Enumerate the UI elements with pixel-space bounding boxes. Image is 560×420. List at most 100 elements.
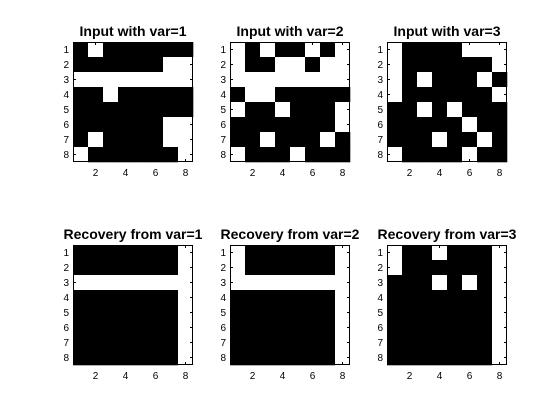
heatmap-cell (245, 305, 260, 320)
heatmap-cell (477, 147, 492, 162)
heatmap-cell (103, 57, 118, 72)
heatmap-cell (447, 117, 462, 132)
heatmap-cell (320, 57, 335, 72)
y-tick-label: 3 (220, 75, 226, 86)
heatmap-cell (118, 290, 133, 305)
heatmap-cell (462, 275, 477, 290)
heatmap-cell (260, 57, 275, 72)
heatmap-cell (320, 320, 335, 335)
heatmap-cell (260, 102, 275, 117)
heatmap-cell (447, 72, 462, 87)
y-tick-label: 6 (377, 120, 383, 131)
heatmap-cell (462, 335, 477, 350)
heatmap-cell (432, 102, 447, 117)
heatmap-cell (163, 57, 178, 72)
y-tick-label: 8 (220, 353, 226, 364)
chart-title: Recovery from var=2 (221, 226, 360, 242)
heatmap-cell (477, 245, 492, 260)
heatmap-cell (148, 57, 163, 72)
heatmap-cell (417, 305, 432, 320)
heatmap-cell (432, 305, 447, 320)
heatmap-cell (447, 275, 462, 290)
y-tick-label: 8 (63, 353, 69, 364)
heatmap-cell (477, 335, 492, 350)
heatmap-cell (148, 72, 163, 87)
heatmap-cell (320, 72, 335, 87)
heatmap-cell (320, 245, 335, 260)
y-tick-label: 8 (377, 150, 383, 161)
heatmap-cell (402, 260, 417, 275)
heatmap-cell (163, 72, 178, 87)
heatmap-cell (477, 260, 492, 275)
x-tick-label: 4 (123, 168, 129, 179)
heatmap-cell (275, 290, 290, 305)
x-tick-label: 8 (497, 371, 503, 382)
y-tick-label: 3 (377, 278, 383, 289)
heatmap-cell (163, 147, 178, 162)
heatmap-cell (133, 245, 148, 260)
x-tick-label: 8 (340, 168, 346, 179)
heatmap-cell (320, 42, 335, 57)
heatmap-cell (245, 87, 260, 102)
heatmap-cell (163, 102, 178, 117)
heatmap-cell (148, 117, 163, 132)
x-tick-label: 8 (340, 371, 346, 382)
heatmap-cell (290, 147, 305, 162)
heatmap-cell (88, 290, 103, 305)
heatmap-cell (275, 102, 290, 117)
heatmap-cell (133, 72, 148, 87)
x-tick-label: 6 (310, 168, 316, 179)
heatmap-cell (103, 335, 118, 350)
heatmap-cell (417, 260, 432, 275)
heatmap-cell (88, 72, 103, 87)
heatmap-cell (447, 350, 462, 365)
heatmap-cell (103, 275, 118, 290)
y-tick-label: 5 (63, 105, 69, 116)
chart-title: Input with var=2 (237, 23, 344, 39)
heatmap-cell (305, 72, 320, 87)
heatmap-cell (477, 132, 492, 147)
heatmap-cell (290, 102, 305, 117)
heatmap-cell (245, 132, 260, 147)
heatmap-cell (275, 260, 290, 275)
heatmap-cell (103, 102, 118, 117)
heatmap-cell (417, 350, 432, 365)
heatmap-cell (118, 87, 133, 102)
y-tick-label: 3 (63, 278, 69, 289)
heatmap-cell (260, 42, 275, 57)
heatmap-cell (417, 147, 432, 162)
y-tick-label: 1 (377, 45, 383, 56)
heatmap-cell (447, 335, 462, 350)
heatmap-cell (320, 275, 335, 290)
y-tick-label: 7 (377, 338, 383, 349)
heatmap-cell (447, 132, 462, 147)
y-tick-label: 7 (220, 338, 226, 349)
heatmap-cell (148, 335, 163, 350)
heatmap-cell (402, 117, 417, 132)
heatmap-cell (417, 87, 432, 102)
heatmap-cell (148, 260, 163, 275)
heatmap-cell (447, 57, 462, 72)
heatmap-cell (305, 132, 320, 147)
heatmap-cell (417, 42, 432, 57)
heatmap-cell (118, 57, 133, 72)
heatmap-cell (290, 320, 305, 335)
heatmap-cell (417, 57, 432, 72)
heatmap-cell (88, 335, 103, 350)
heatmap-cell (260, 305, 275, 320)
heatmap-cell (88, 57, 103, 72)
heatmap-cell (462, 260, 477, 275)
heatmap-cell (417, 335, 432, 350)
heatmap-cell (88, 102, 103, 117)
heatmap-cell (148, 290, 163, 305)
heatmap-cell (320, 305, 335, 320)
y-tick-label: 8 (220, 150, 226, 161)
heatmap-cell (260, 320, 275, 335)
heatmap-cell (290, 57, 305, 72)
heatmap-cell (260, 290, 275, 305)
heatmap-cell (432, 275, 447, 290)
heatmap-cell (417, 290, 432, 305)
heatmap-cell (88, 275, 103, 290)
heatmap-cell (402, 290, 417, 305)
